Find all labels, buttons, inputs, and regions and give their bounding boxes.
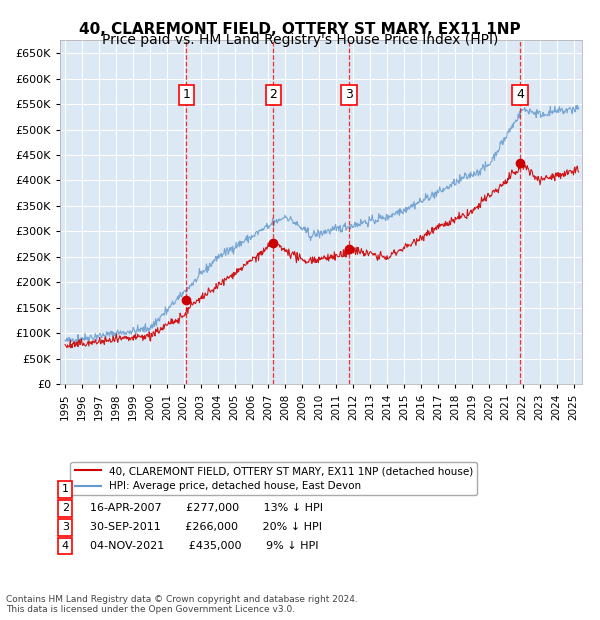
Text: 40, CLAREMONT FIELD, OTTERY ST MARY, EX11 1NP: 40, CLAREMONT FIELD, OTTERY ST MARY, EX1… bbox=[79, 22, 521, 37]
Legend: 40, CLAREMONT FIELD, OTTERY ST MARY, EX11 1NP (detached house), HPI: Average pri: 40, CLAREMONT FIELD, OTTERY ST MARY, EX1… bbox=[70, 462, 478, 495]
Text: 4: 4 bbox=[62, 541, 69, 551]
Text: 3: 3 bbox=[62, 522, 69, 532]
Text: 1: 1 bbox=[182, 88, 190, 101]
Text: 16-APR-2007       £277,000       13% ↓ HPI: 16-APR-2007 £277,000 13% ↓ HPI bbox=[83, 503, 323, 513]
Text: 3: 3 bbox=[345, 88, 353, 101]
Text: 27-FEB-2002       £165,000       12% ↓ HPI: 27-FEB-2002 £165,000 12% ↓ HPI bbox=[83, 484, 323, 494]
Text: 2: 2 bbox=[269, 88, 277, 101]
Text: 04-NOV-2021       £435,000       9% ↓ HPI: 04-NOV-2021 £435,000 9% ↓ HPI bbox=[83, 541, 319, 551]
Text: 30-SEP-2011       £266,000       20% ↓ HPI: 30-SEP-2011 £266,000 20% ↓ HPI bbox=[83, 522, 322, 532]
Text: 4: 4 bbox=[516, 88, 524, 101]
Text: Contains HM Land Registry data © Crown copyright and database right 2024.: Contains HM Land Registry data © Crown c… bbox=[6, 595, 358, 604]
Text: Price paid vs. HM Land Registry's House Price Index (HPI): Price paid vs. HM Land Registry's House … bbox=[102, 33, 498, 47]
Text: 2: 2 bbox=[62, 503, 69, 513]
Text: 1: 1 bbox=[62, 484, 69, 494]
Text: This data is licensed under the Open Government Licence v3.0.: This data is licensed under the Open Gov… bbox=[6, 604, 295, 614]
